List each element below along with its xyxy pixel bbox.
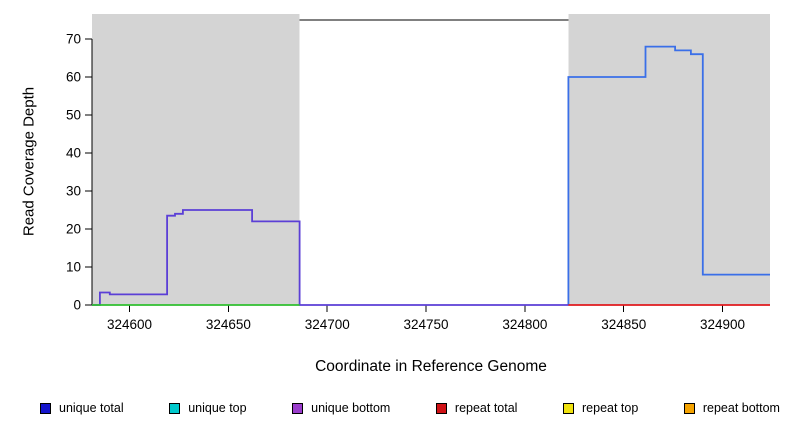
shaded-region-1 [568,14,770,305]
y-tick-label: 60 [66,70,81,85]
legend-item-repeat-bottom: repeat bottom [683,401,780,415]
legend-label: repeat bottom [702,401,780,415]
legend-swatch-icon [683,402,695,414]
legend-label: unique total [59,401,124,415]
legend-item-repeat-total: repeat total [435,401,518,415]
legend-swatch-icon [563,402,574,414]
legend-label: repeat total [454,401,518,415]
y-tick-label: 40 [66,146,81,161]
x-tick-label: 324650 [206,317,251,332]
shaded-region-0 [92,14,300,305]
legend-item-unique-bottom: unique bottom [292,401,390,415]
y-tick-label: 70 [66,32,81,47]
x-tick-label: 324600 [107,317,152,332]
legend-swatch-icon [40,402,51,414]
legend-item-unique-total: unique total [40,401,124,415]
legend-swatch-icon [292,402,304,414]
y-tick-label: 30 [66,184,81,199]
legend-label: repeat top [582,401,639,415]
y-tick-label: 20 [66,222,81,237]
legend-item-unique-top: unique top [169,401,247,415]
x-axis-title: Coordinate in Reference Genome [315,358,547,375]
coverage-plot-canvas: 324600 324650 324700 324750 324800 324850 3249… [66,14,770,332]
x-tick-label: 324700 [305,317,350,332]
series-line-unique-bottom [92,209,569,306]
y-axis-title: Read Coverage Depth [20,86,38,237]
x-tick-label: 324900 [700,317,745,332]
legend-label: unique top [188,401,247,415]
x-tick-label: 324850 [601,317,646,332]
legend-swatch-icon [169,402,181,414]
x-tick-label: 324750 [404,317,449,332]
series-line-unique-total [567,45,770,305]
legend-swatch-icon [435,402,447,414]
y-tick-label: 0 [73,298,81,313]
legend: unique total unique top unique bottom repea… [40,397,780,419]
legend-label: unique bottom [311,401,391,415]
x-tick-label: 324800 [502,317,547,332]
y-tick-label: 10 [66,260,81,275]
legend-item-repeat-top: repeat top [563,401,638,415]
y-tick-label: 50 [66,108,81,123]
